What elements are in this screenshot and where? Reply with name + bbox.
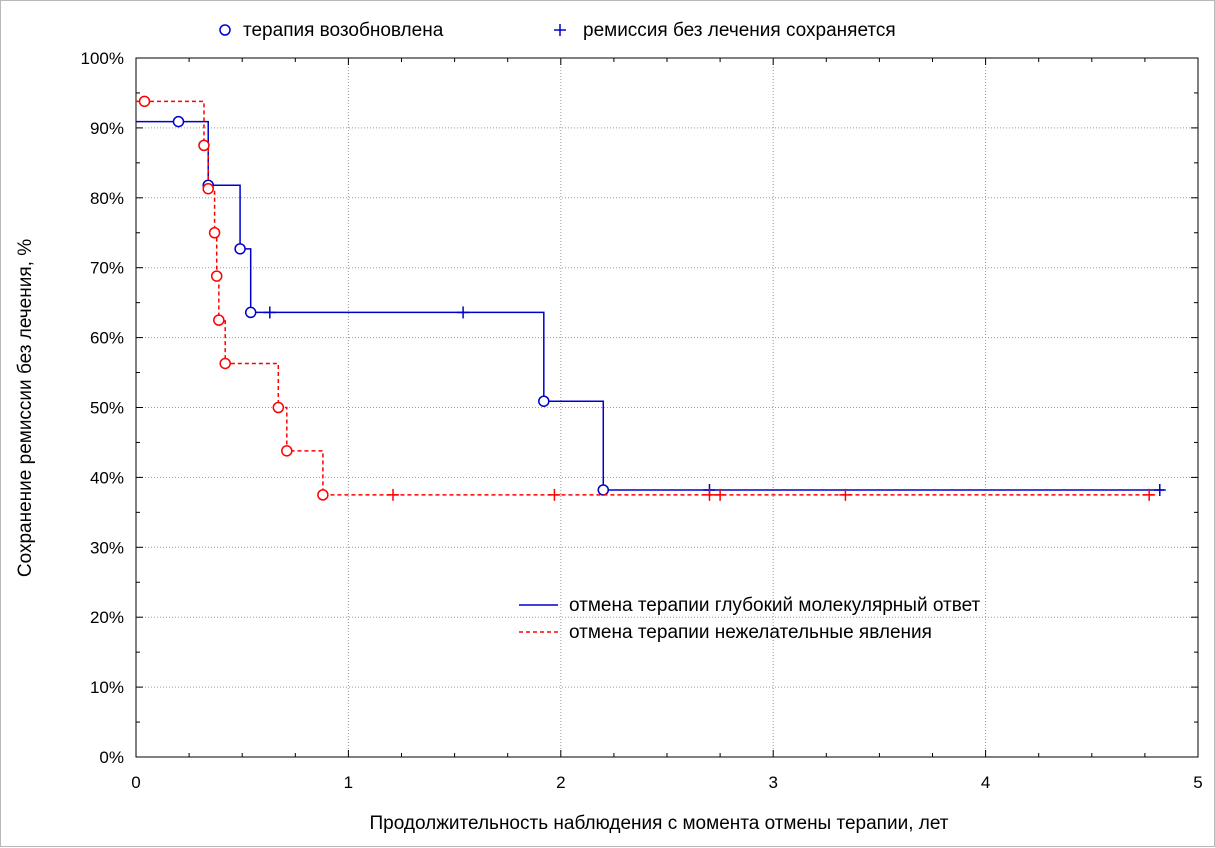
censored-marker	[548, 488, 561, 501]
x-tick-label: 0	[131, 773, 140, 792]
y-tick-label: 40%	[90, 468, 124, 487]
y-tick-label: 100%	[81, 49, 124, 68]
event-marker-legend-icon	[219, 24, 231, 36]
series-legend: отмена терапии глубокий молекулярный отв…	[519, 595, 981, 643]
censored-marker	[1153, 483, 1166, 496]
x-axis-label: Продолжительность наблюдения с момента о…	[370, 813, 949, 834]
censored-marker	[263, 306, 276, 319]
censored-marker	[1143, 488, 1156, 501]
series-layer	[136, 95, 1166, 501]
y-tick-label: 60%	[90, 329, 124, 348]
y-axis-label: Сохранение ремиссии без лечения, %	[15, 239, 36, 577]
legend-label-deep-response: отмена терапии глубокий молекулярный отв…	[569, 595, 981, 616]
grid	[136, 58, 1198, 757]
y-tick-label: 50%	[90, 399, 124, 418]
x-tick-label: 3	[768, 773, 777, 792]
survival-step-line	[136, 120, 1165, 491]
event-marker	[234, 243, 246, 255]
y-tick-label: 20%	[90, 608, 124, 627]
censored-marker	[714, 488, 727, 501]
censored-marker-legend-icon	[554, 24, 566, 36]
event-marker	[213, 314, 225, 326]
event-marker	[172, 115, 185, 128]
event-marker	[538, 395, 550, 407]
series-0	[136, 115, 1166, 496]
axis-ticks	[135, 57, 1199, 758]
x-tick-label: 2	[556, 773, 565, 792]
event-marker	[317, 489, 329, 501]
x-tick-labels: 0 1 2 3 4 5	[131, 773, 1202, 792]
censored-marker-legend-label: ремиссия без лечения сохраняется	[583, 20, 896, 41]
y-tick-label: 30%	[90, 538, 124, 557]
legend-label-adverse-events: отмена терапии нежелательные явления	[569, 622, 932, 643]
censored-marker	[457, 306, 470, 319]
y-tick-labels: 0% 10% 20% 30% 40% 50% 60% 70% 80% 90% 100%	[81, 49, 124, 767]
x-tick-label: 1	[344, 773, 353, 792]
y-tick-label: 0%	[99, 748, 124, 767]
censored-marker	[387, 488, 400, 501]
event-marker-legend-label: терапия возобновлена	[243, 20, 444, 41]
y-tick-label: 10%	[90, 678, 124, 697]
event-marker	[202, 182, 214, 195]
event-marker	[272, 401, 285, 414]
censored-marker	[839, 488, 852, 501]
event-marker	[244, 306, 257, 319]
survival-step-line	[136, 100, 1156, 496]
event-marker	[210, 270, 223, 282]
event-marker	[281, 445, 293, 457]
event-marker	[208, 227, 221, 239]
event-marker	[597, 484, 610, 496]
marker-legend: терапия возобновлена ремиссия без лечени…	[219, 20, 896, 41]
event-marker	[138, 95, 151, 108]
series-1	[136, 95, 1156, 501]
x-tick-label: 4	[981, 773, 990, 792]
y-tick-label: 80%	[90, 189, 124, 208]
censored-marker	[703, 488, 716, 501]
x-tick-label: 5	[1193, 773, 1202, 792]
y-tick-label: 70%	[90, 259, 124, 278]
y-tick-label: 90%	[90, 119, 124, 138]
event-marker	[198, 139, 210, 152]
event-marker	[219, 357, 231, 370]
